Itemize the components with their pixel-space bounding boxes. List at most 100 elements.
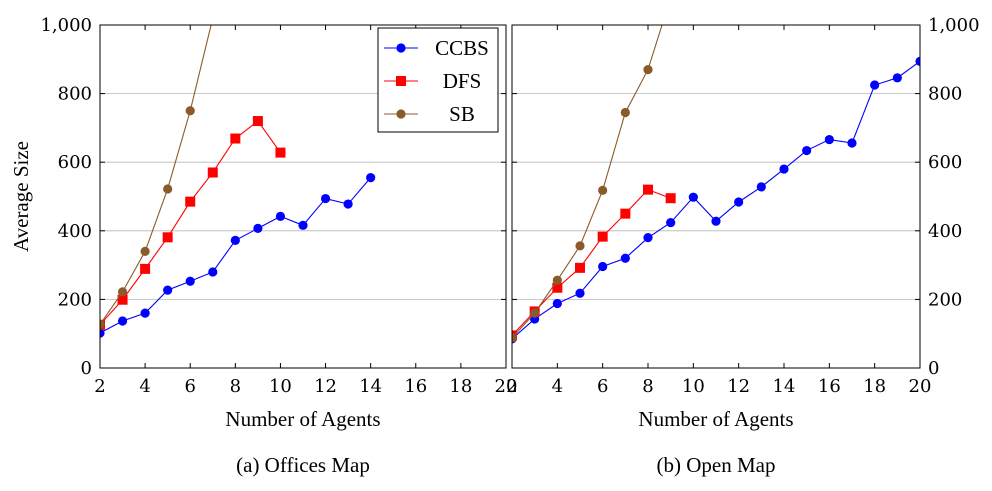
series-line-dfs (100, 120, 281, 326)
data-point (162, 232, 173, 243)
x-tick-label: 12 (727, 376, 750, 397)
x-tick-label: 2 (94, 376, 105, 397)
data-point (575, 288, 585, 298)
y-tick-label: 0 (928, 358, 939, 379)
y-tick-label: 200 (928, 289, 962, 310)
chart-panel-open: 0 200 400 600 800 1,000 2 4 6 8 10 12 14 16 18 20 Number… (506, 0, 980, 477)
data-point (666, 0, 675, 2)
legend-label: CCBS (435, 36, 489, 60)
data-point (665, 193, 676, 204)
data-point (320, 193, 331, 204)
y-tick-label: 200 (58, 289, 92, 310)
data-point (620, 208, 631, 219)
data-point (620, 253, 630, 263)
data-point (140, 246, 150, 256)
legend-marker (396, 43, 406, 53)
y-tick-label: 1,000 (40, 15, 92, 36)
series-line-sb (100, 25, 212, 325)
data-point (185, 276, 195, 286)
data-point (643, 233, 653, 243)
data-point (298, 220, 308, 230)
data-point (598, 261, 608, 272)
y-tick-label: 400 (928, 221, 962, 242)
data-point (597, 231, 608, 242)
y-tick-label: 400 (58, 221, 92, 242)
data-point (552, 275, 562, 285)
x-tick-label: 18 (863, 376, 886, 397)
legend-label: DFS (443, 69, 482, 93)
data-point (185, 196, 196, 207)
series-line-ccbs (100, 177, 372, 334)
data-point (666, 217, 676, 228)
series-ccbs (512, 56, 920, 344)
series-dfs (100, 116, 286, 330)
legend: CCBS DFS SB (377, 27, 499, 133)
series-line-sb (512, 25, 663, 339)
data-point (100, 328, 105, 338)
data-point (892, 73, 902, 83)
data-point (100, 319, 105, 330)
data-point (117, 316, 128, 326)
x-tick-label: 20 (909, 376, 932, 397)
data-point (230, 235, 240, 246)
data-point (163, 285, 173, 295)
data-point (252, 116, 263, 127)
y-tick-label: 600 (928, 152, 962, 173)
x-tick-label: 20 (495, 376, 518, 397)
x-tick-label: 14 (359, 376, 382, 397)
x-tick-label: 8 (230, 376, 241, 397)
legend-marker (396, 76, 406, 86)
data-point (870, 80, 880, 90)
data-point (512, 333, 517, 343)
data-point (575, 241, 585, 251)
data-point (643, 64, 653, 75)
data-point (140, 263, 151, 274)
y-tick-label: 800 (58, 84, 92, 105)
data-point (207, 167, 218, 178)
data-point (552, 298, 562, 309)
x-tick-label: 16 (818, 376, 841, 397)
y-tick-label: 1,000 (928, 15, 980, 36)
data-point (824, 134, 834, 145)
data-point (275, 147, 286, 158)
data-point (598, 185, 608, 195)
series-sb (100, 14, 217, 330)
data-point (915, 56, 920, 66)
x-tick-label: 14 (773, 376, 796, 397)
legend-label: SB (449, 102, 475, 126)
data-point (253, 223, 263, 233)
data-point (140, 308, 150, 318)
data-point (643, 184, 653, 195)
data-point (163, 184, 173, 194)
data-point (779, 164, 789, 174)
data-point (620, 107, 630, 118)
chart-panel-offices: 0 200 400 600 800 1,000 2 4 6 8 10 12 14 16 18 20 Number… (9, 14, 518, 477)
plot-frame (511, 24, 921, 369)
series-ccbs (100, 173, 376, 338)
series-sb (512, 0, 675, 343)
x-tick-label: 10 (269, 376, 292, 397)
x-tick-label: 4 (552, 376, 563, 397)
data-point (366, 173, 376, 183)
y-tick-label: 600 (58, 152, 92, 173)
x-tick-label: 6 (184, 376, 195, 397)
data-point (117, 294, 128, 305)
data-point (756, 182, 766, 192)
data-point (847, 138, 857, 148)
data-point (530, 308, 540, 318)
x-tick-label: 4 (139, 376, 150, 397)
data-point (185, 106, 195, 116)
data-point (802, 145, 812, 156)
x-axis-title: Number of Agents (638, 407, 793, 431)
data-point (552, 282, 563, 293)
data-point (343, 199, 353, 209)
x-tick-label: 12 (314, 376, 337, 397)
x-tick-label: 8 (642, 376, 653, 397)
data-point (575, 262, 585, 273)
x-tick-label: 10 (682, 376, 705, 397)
y-axis-title: Average Size (9, 141, 33, 252)
x-tick-label: 18 (449, 376, 472, 397)
x-axis-title: Number of Agents (225, 407, 380, 431)
data-point (208, 14, 217, 23)
